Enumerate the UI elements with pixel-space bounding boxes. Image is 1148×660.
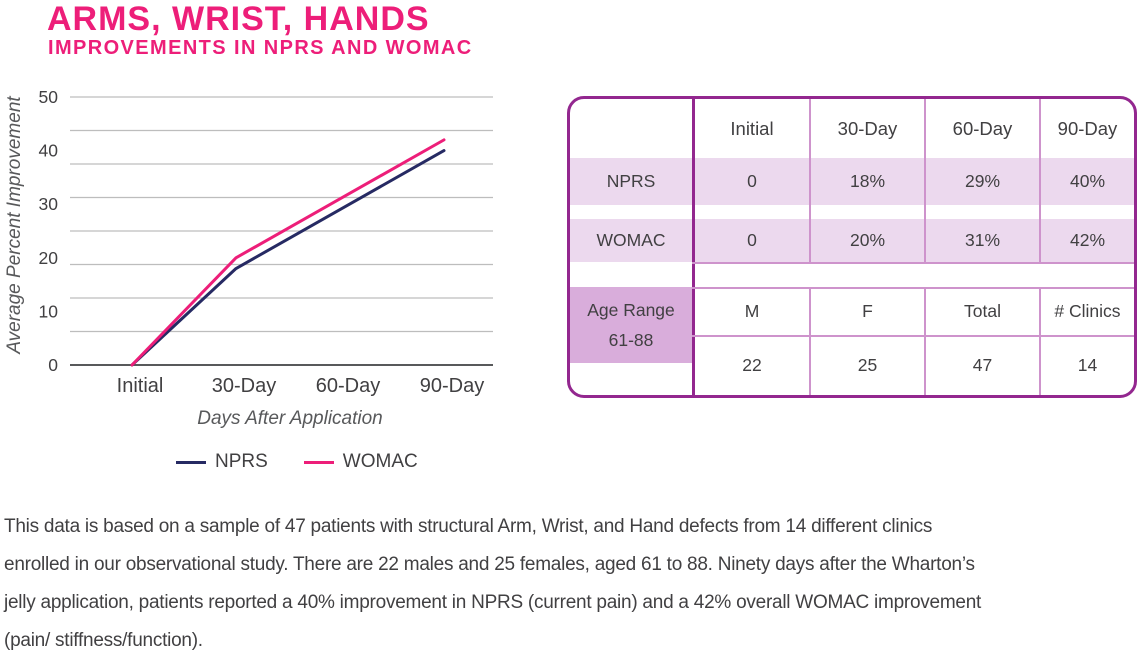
demo-header-total: Total — [964, 300, 1001, 321]
age-range-value: 61-88 — [608, 329, 654, 350]
y-tick-label: 30 — [39, 194, 59, 214]
x-category-label: 60-Day — [316, 375, 380, 397]
legend-item-nprs: NPRS — [176, 451, 268, 473]
womac-30day: 20% — [849, 230, 886, 250]
x-axis-title: Days After Application — [197, 408, 383, 429]
line-chart: 0 10 20 30 40 50 Initial 30-Day 60-Day 90-Day — [39, 87, 493, 397]
legend-item-womac: WOMAC — [303, 451, 418, 473]
results-table: Age Range 61-88 Initial 30-Day 60-Day 90… — [567, 96, 1137, 398]
nprs-90day: 40% — [1069, 171, 1106, 191]
y-tick-label: 50 — [39, 87, 59, 107]
demo-value-m: 22 — [742, 354, 762, 375]
table-header-30day: 30-Day — [837, 117, 898, 139]
x-category-label: 90-Day — [420, 375, 484, 397]
study-description: This data is based on a sample of 47 pat… — [4, 516, 982, 651]
legend-label-womac: WOMAC — [342, 451, 418, 472]
y-tick-label: 0 — [48, 355, 58, 375]
table-header-90day: 90-Day — [1057, 117, 1118, 139]
series-line-nprs — [130, 149, 446, 367]
demo-value-f: 25 — [857, 354, 878, 375]
nprs-initial: 0 — [747, 171, 757, 191]
nprs-30day: 18% — [849, 171, 886, 191]
age-range-label: Age Range — [587, 299, 675, 320]
womac-initial: 0 — [747, 230, 757, 250]
y-tick-label: 20 — [39, 248, 59, 268]
table-divider — [809, 99, 811, 262]
table-divider — [809, 287, 811, 395]
demo-header-f: F — [862, 300, 873, 321]
legend-label-nprs: NPRS — [215, 451, 268, 472]
table-header-60day: 60-Day — [952, 117, 1013, 139]
womac-90day: 42% — [1069, 230, 1106, 250]
table-divider — [924, 99, 926, 262]
x-category-label: Initial — [117, 375, 164, 397]
table-divider — [1039, 287, 1041, 395]
womac-60day: 31% — [964, 230, 1001, 250]
womac-line-swatch — [303, 460, 334, 464]
demo-value-total: 47 — [972, 354, 993, 375]
demo-header-m: M — [744, 300, 760, 321]
nprs-60day: 29% — [964, 171, 1001, 191]
row-label-nprs: NPRS — [606, 171, 656, 191]
demo-header-clinics: # Clinics — [1054, 300, 1121, 321]
table-divider — [1039, 99, 1041, 262]
demo-value-clinics: 14 — [1077, 354, 1098, 375]
table-divider-main — [692, 99, 695, 395]
y-tick-label: 10 — [39, 301, 59, 321]
nprs-line-swatch — [176, 460, 206, 464]
row-label-womac: WOMAC — [596, 230, 666, 250]
x-category-label: 30-Day — [212, 375, 276, 397]
y-axis-title: Average Percent Improvement — [4, 96, 25, 354]
series-line-womac — [130, 138, 446, 367]
y-tick-label: 40 — [39, 141, 59, 161]
table-header-initial: Initial — [730, 117, 774, 139]
table-divider — [692, 335, 1134, 337]
page-subtitle: IMPROVEMENTS IN NPRS AND WOMAC — [48, 37, 473, 59]
age-range-cell: Age Range 61-88 — [570, 287, 692, 363]
chart-legend: NPRS WOMAC — [176, 451, 418, 473]
page-title: ARMS, WRIST, HANDS — [47, 0, 430, 38]
table-divider — [924, 287, 926, 395]
table-divider — [692, 262, 1134, 264]
table-divider — [692, 287, 1134, 289]
